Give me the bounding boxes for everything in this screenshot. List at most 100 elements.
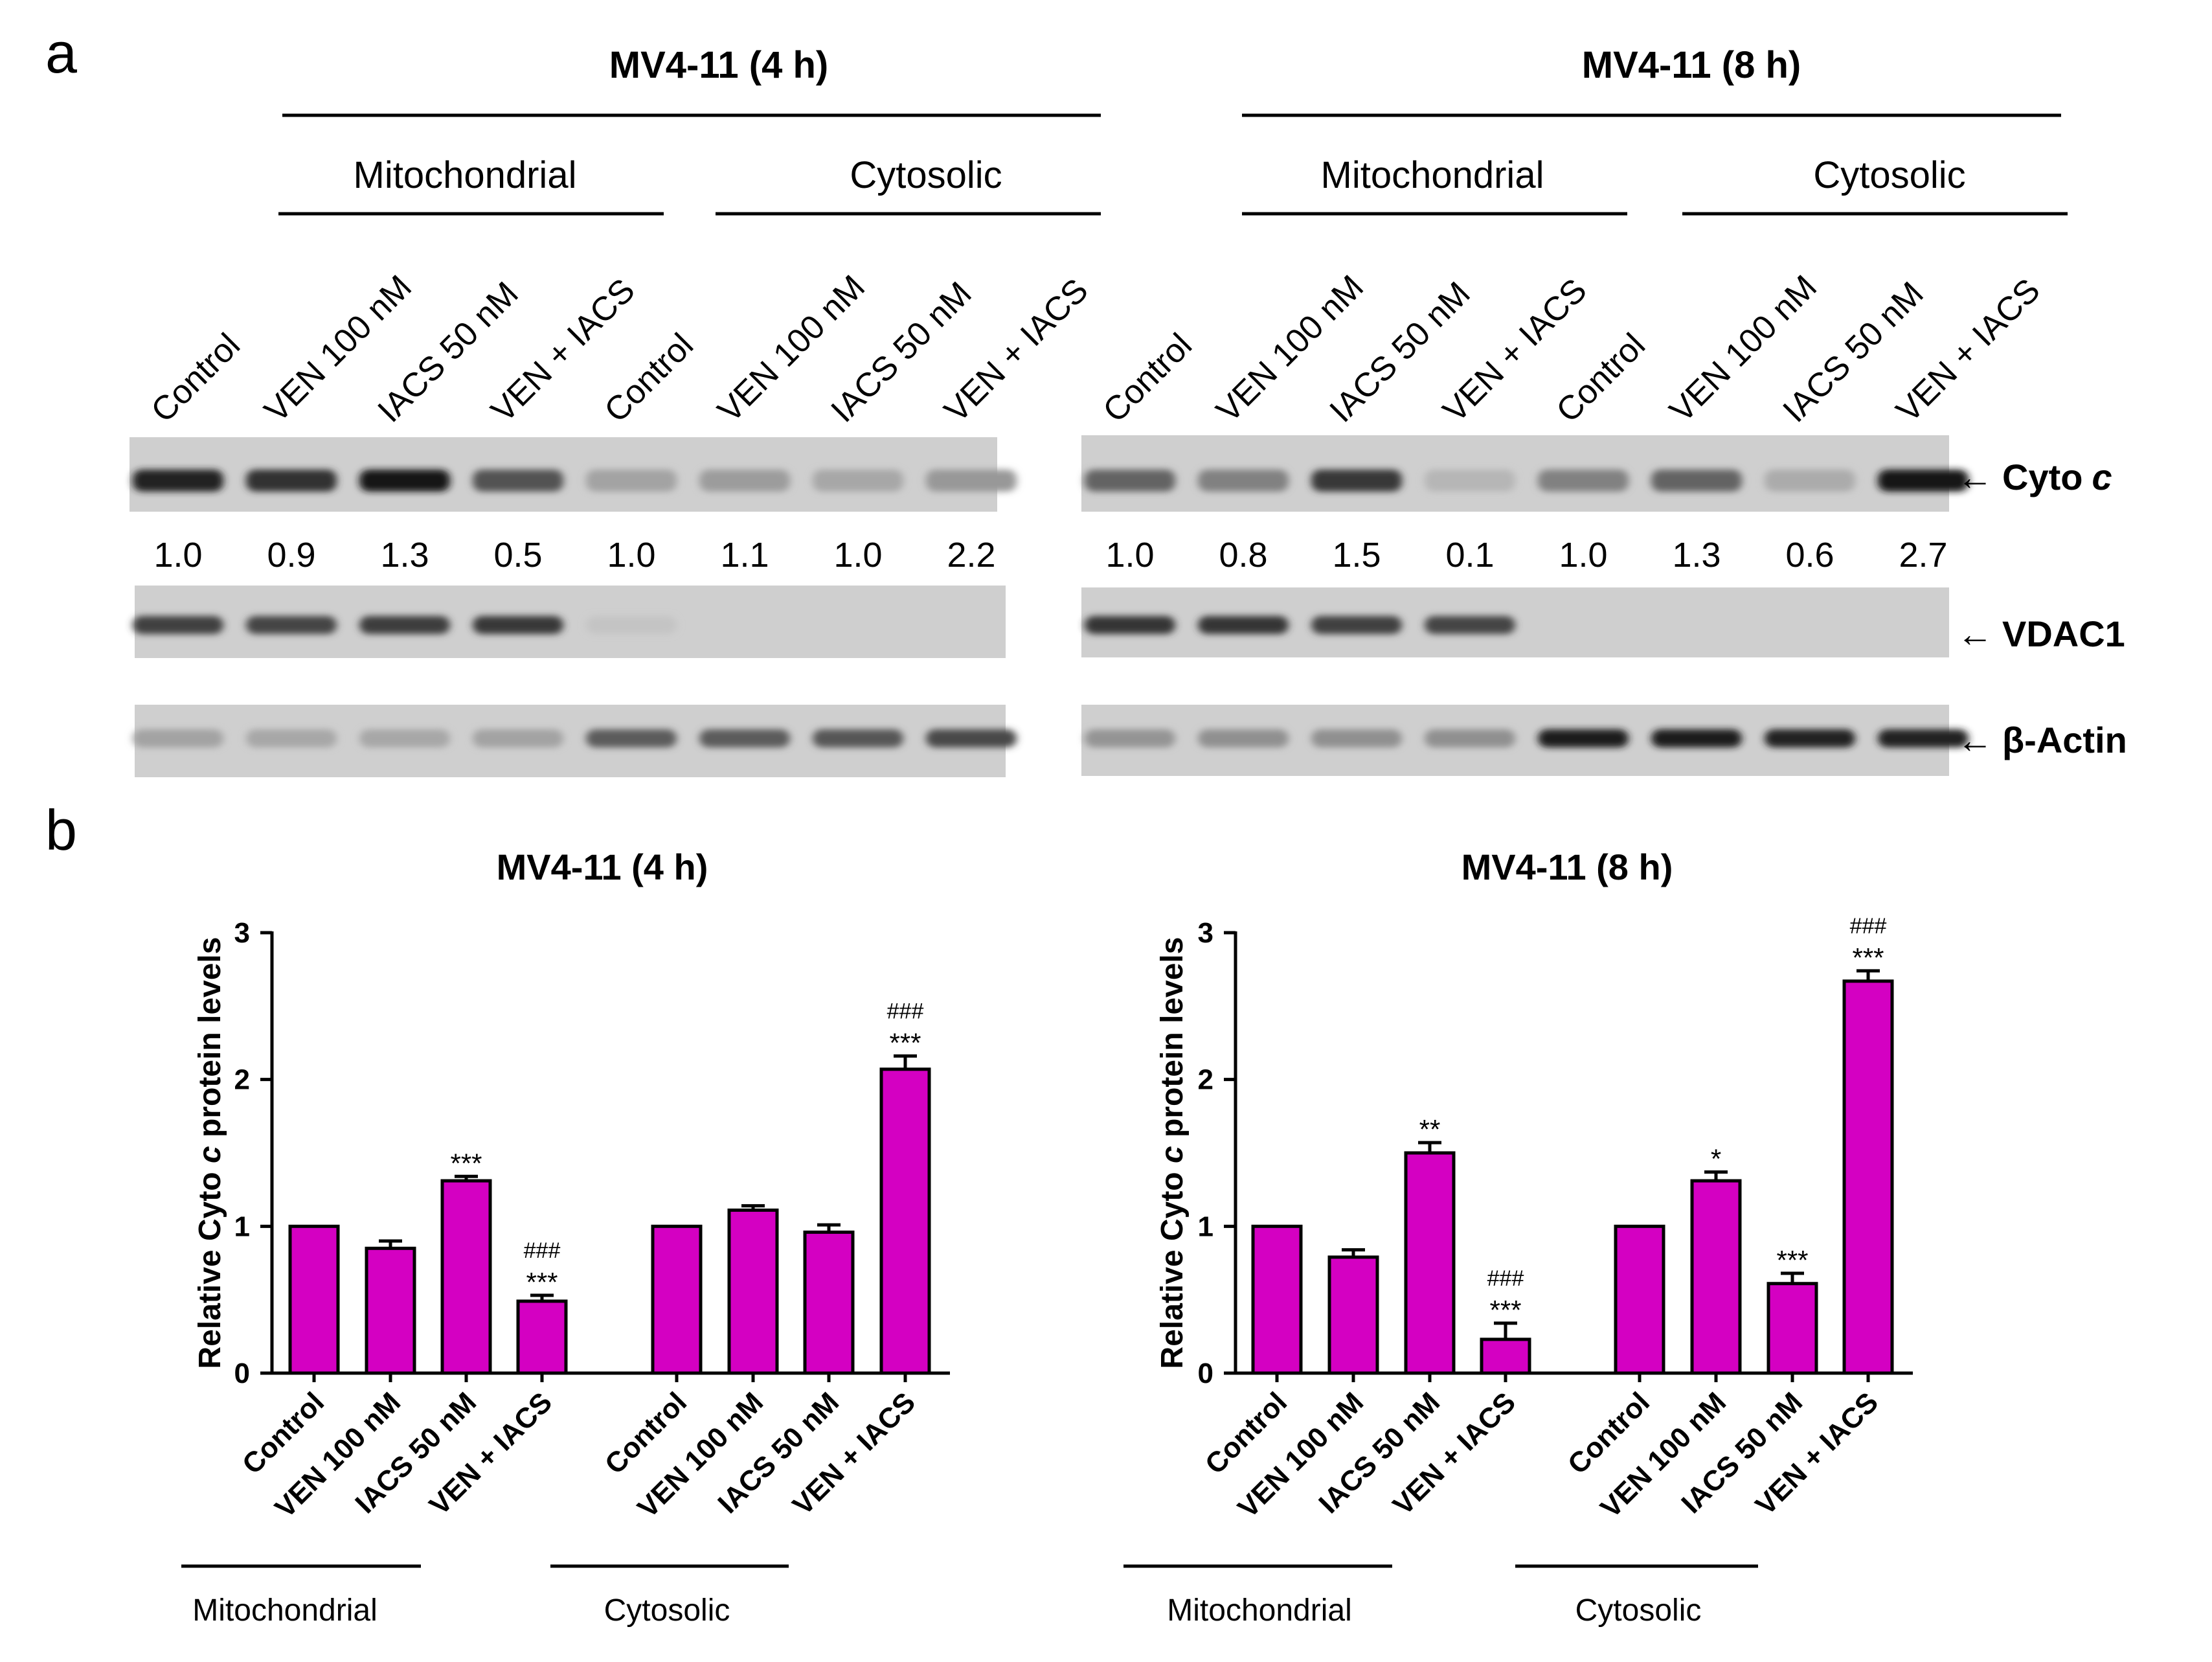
actin-band [1085, 729, 1175, 747]
bar-chart-2: MV4-11 (8 h) Relative Cyto c protein leve… [1123, 847, 1913, 1628]
significance-annotation: *** [1852, 942, 1884, 973]
cyto-c-quant-value: 1.0 [1105, 536, 1154, 575]
actin-band [1651, 729, 1742, 747]
vdac1-arrow: ← [1957, 613, 1993, 654]
cyto-c-quant-value: 0.9 [267, 536, 315, 575]
bar [879, 1067, 931, 1375]
actin-band [359, 729, 450, 747]
vdac1-band [1425, 616, 1515, 634]
cyto-c-quant-value: 1.0 [607, 536, 655, 575]
significance-annotation: *** [1489, 1295, 1521, 1325]
y-tick-label: 1 [1198, 1211, 1213, 1242]
cyto-c-quant-value: 1.1 [720, 536, 769, 575]
blot-group-label: Mitochondrial [354, 154, 577, 196]
actin-label: β-Actin [2002, 720, 2127, 760]
significance-annotation: *** [450, 1148, 482, 1178]
bar [1842, 979, 1894, 1375]
cyto-c-band [133, 470, 223, 492]
bar [365, 1246, 416, 1375]
bar [1404, 1151, 1456, 1375]
vdac1-band [473, 616, 563, 634]
significance-annotation: *** [526, 1267, 558, 1297]
y-tick-label: 0 [234, 1358, 250, 1389]
blot-lane-label: Control [1549, 326, 1653, 430]
chart-group-label: Cytosolic [1575, 1593, 1702, 1628]
cyto-c-band [586, 470, 677, 492]
vdac1-band [1311, 616, 1402, 634]
bar [1251, 1224, 1303, 1375]
significance-annotation: ### [887, 999, 924, 1023]
significance-annotation: ** [1419, 1114, 1441, 1144]
cyto-c-quant-value: 1.3 [380, 536, 429, 575]
actin-band [1765, 729, 1855, 747]
cyto-c-band [1085, 470, 1175, 492]
blot-row-labels: ← Cyto c ← VDAC1 ← β-Actin [1957, 457, 2127, 760]
actin-arrow: ← [1957, 720, 1993, 760]
actin-band [133, 729, 223, 747]
cyto-c-band [359, 470, 450, 492]
vdac1-row-label: ← VDAC1 [1957, 613, 2125, 654]
cyto-c-band [1198, 470, 1289, 492]
cyto-c-band [1765, 470, 1855, 492]
actin-band [1311, 729, 1402, 747]
cyto-c-arrow: ← [1957, 457, 1993, 497]
vdac1-band [586, 616, 677, 634]
bar [803, 1230, 855, 1375]
cyto-c-band [1425, 470, 1515, 492]
actin-band [1878, 729, 1969, 747]
blot-lane-label: Control [144, 326, 247, 430]
significance-annotation: *** [1776, 1245, 1808, 1275]
actin-band [473, 729, 563, 747]
cyto-c-band [246, 470, 337, 492]
bar [1480, 1338, 1531, 1375]
cyto-c-band [813, 470, 903, 492]
western-blot-panel: MV4-11 (4 h) Mitochondrial Cytosolic Contro… [130, 44, 2068, 777]
bar [516, 1299, 568, 1375]
y-tick-label: 1 [234, 1211, 250, 1242]
blot-lane-label: Control [597, 326, 701, 430]
blot-panel-1: MV4-11 (4 h) Mitochondrial Cytosolic Contro… [130, 44, 1101, 777]
significance-annotation: *** [889, 1027, 921, 1058]
cyto-c-label-prefix: Cyto [2002, 457, 2082, 497]
bar [1614, 1224, 1665, 1375]
actin-band [246, 729, 337, 747]
blot-panel-title: MV4-11 (4 h) [609, 44, 828, 86]
actin-band [813, 729, 903, 747]
bar [440, 1179, 492, 1375]
y-tick-label: 3 [1198, 917, 1213, 949]
cyto-c-band [926, 470, 1017, 492]
y-tick-label: 0 [1198, 1358, 1213, 1389]
blot-group-label: Cytosolic [1813, 154, 1965, 196]
cyto-c-band [473, 470, 563, 492]
cyto-c-band [1538, 470, 1629, 492]
bar [651, 1224, 703, 1375]
vdac1-band [1085, 616, 1175, 634]
bar [1327, 1255, 1379, 1375]
actin-band [586, 729, 677, 747]
cyto-c-row-label: ← Cyto c [1957, 457, 2112, 497]
bar [727, 1208, 779, 1375]
bar-charts-panel: MV4-11 (4 h) Relative Cyto c protein leve… [181, 847, 1913, 1628]
y-tick-label: 2 [234, 1064, 250, 1096]
cyto-c-band [1311, 470, 1402, 492]
actin-row-label: ← β-Actin [1957, 720, 2127, 760]
actin-band [1538, 729, 1629, 747]
blot-group-label: Mitochondrial [1321, 154, 1544, 196]
vdac1-band [1198, 616, 1289, 634]
blot-panel-title: MV4-11 (8 h) [1582, 44, 1801, 86]
chart-title: MV4-11 (4 h) [497, 847, 708, 887]
vdac1-band [359, 616, 450, 634]
blot-group-label: Cytosolic [850, 154, 1002, 196]
panel-letter-a: a [45, 21, 77, 85]
vdac1-label: VDAC1 [2002, 613, 2125, 654]
vdac1-band [133, 616, 223, 634]
cyto-c-quant-value: 1.5 [1332, 536, 1381, 575]
cyto-c-band [699, 470, 790, 492]
bar [288, 1224, 340, 1375]
cyto-c-label-italic: c [2092, 457, 2112, 497]
cyto-c-quant-value: 1.0 [153, 536, 202, 575]
cyto-c-band [1651, 470, 1742, 492]
actin-band [926, 729, 1017, 747]
blot-lane-label: Control [1096, 326, 1199, 430]
